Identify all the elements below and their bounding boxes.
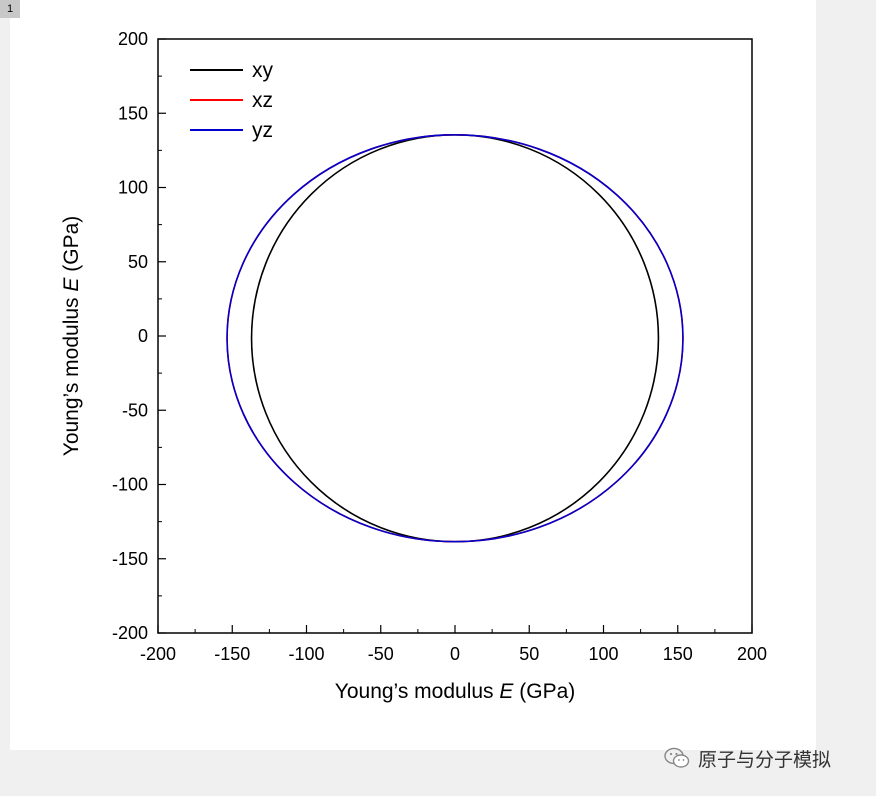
y-tick-label: 150 bbox=[118, 103, 148, 123]
series-xz-curve bbox=[226, 133, 684, 543]
x-tick-label: -200 bbox=[140, 644, 176, 664]
tick-layer: -200 -150 -100 -50 0 50 100 150 200 200 150 100 50 0 -… bbox=[112, 29, 767, 664]
x-tick-label: -50 bbox=[368, 644, 394, 664]
plot-page bbox=[10, 0, 816, 750]
x-tick-label: 200 bbox=[737, 644, 767, 664]
y-tick-label: 50 bbox=[128, 252, 148, 272]
page-number-tab[interactable]: 1 bbox=[0, 0, 20, 18]
x-tick-label: 150 bbox=[663, 644, 693, 664]
x-tick-label: 0 bbox=[450, 644, 460, 664]
wechat-icon bbox=[664, 747, 690, 768]
y-tick-label: -100 bbox=[112, 475, 148, 495]
legend: xy xz yz bbox=[190, 59, 274, 142]
y-tick-label: 100 bbox=[118, 178, 148, 198]
x-tick-label: -150 bbox=[214, 644, 250, 664]
x-tick-label: -100 bbox=[288, 644, 324, 664]
legend-label-xz: xz bbox=[252, 89, 273, 112]
y-tick-label: -200 bbox=[112, 623, 148, 643]
y-tick-label: -50 bbox=[122, 400, 148, 420]
legend-label-yz: yz bbox=[252, 119, 273, 142]
watermark: 原子与分子模拟 bbox=[664, 742, 831, 774]
series-xy-curve bbox=[250, 133, 660, 543]
y-tick-label: -150 bbox=[112, 549, 148, 569]
x-tick-label: 50 bbox=[519, 644, 539, 664]
legend-label-xy: xy bbox=[252, 59, 274, 82]
y-axis-title: Young’s modulus E (GPa) bbox=[60, 216, 83, 457]
series-yz-curve bbox=[226, 133, 684, 543]
plot-layer bbox=[226, 133, 684, 543]
y-tick-label: 200 bbox=[118, 29, 148, 49]
watermark-text: 原子与分子模拟 bbox=[698, 749, 832, 771]
y-tick-label: 0 bbox=[138, 326, 148, 346]
plot-frame bbox=[157, 38, 753, 634]
x-axis-title: Young’s modulus E (GPa) bbox=[335, 680, 576, 703]
x-tick-label: 100 bbox=[588, 644, 618, 664]
